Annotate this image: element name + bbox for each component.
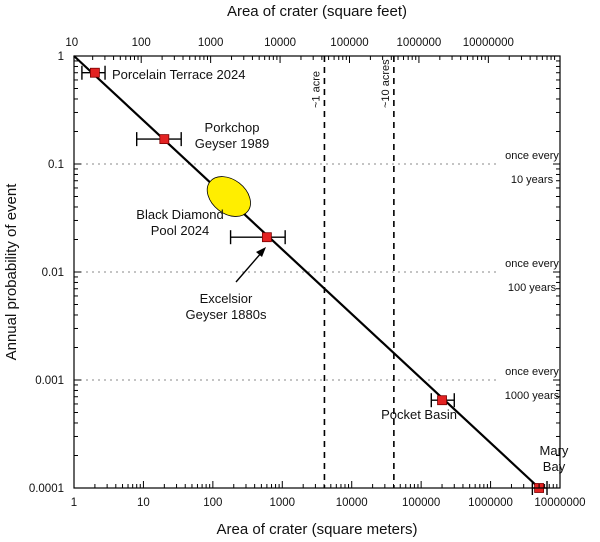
label-black-diamond-pool: Black Diamond Pool 2024 — [136, 207, 223, 238]
bottom-tick-label: 10000000 — [534, 497, 585, 509]
label-porkchop-geyser: Porkchop Geyser 1989 — [195, 120, 269, 151]
y-tick-label: 1 — [58, 51, 64, 63]
reference-label-1: ~1 acre — [310, 71, 322, 108]
grid-lines: once every 10 years once every 100 years onc… — [74, 147, 560, 402]
label-pocket-basin: Pocket Basin — [381, 407, 457, 422]
y-tick-label: 0.001 — [35, 375, 64, 387]
annotations: Porcelain Terrace 2024 Porkchop Geyser 198… — [112, 67, 569, 474]
x-axis-top-title: Area of crater (square feet) — [227, 3, 407, 20]
frequency-label-bg-2 — [500, 255, 558, 291]
excelsior-arrow-head — [256, 247, 266, 257]
frequency-label-1: once every 10 years — [505, 150, 559, 186]
axis-ticks — [73, 56, 561, 489]
top-tick-label: 100 — [132, 37, 151, 49]
top-tick-label: 10000000 — [463, 37, 514, 49]
bottom-tick-label: 100 — [203, 497, 222, 509]
marker-4 — [437, 395, 447, 406]
data-point-2 — [136, 132, 182, 147]
frequency-label-bg-3 — [500, 363, 558, 399]
top-tick-label: 1000 — [198, 37, 224, 49]
trend-line — [73, 55, 540, 489]
bottom-tick-label: 10 — [137, 497, 150, 509]
top-tick-label: 100000 — [330, 37, 368, 49]
y-axis-title: Annual probability of event — [3, 183, 20, 361]
data-point-4 — [430, 393, 455, 408]
frequency-label-bg-1 — [500, 147, 558, 183]
marker-2 — [159, 134, 170, 145]
reference-lines: ~1 acre ~10 acres — [310, 56, 395, 488]
black-diamond-ellipse — [206, 176, 251, 217]
data-point-3 — [229, 230, 286, 245]
trend-line-group — [73, 55, 540, 489]
label-porcelain-terrace: Porcelain Terrace 2024 — [112, 67, 245, 82]
bottom-tick-label: 100000 — [402, 497, 440, 509]
reference-label-2: ~10 acres — [380, 59, 392, 108]
frequency-label-3: once every 1000 years — [505, 366, 560, 402]
excelsior-arrow-shaft — [235, 251, 263, 283]
frequency-label-2: once every 100 years — [505, 258, 559, 294]
y-tick-label: 0.01 — [42, 267, 64, 279]
top-tick-label: 10 — [65, 37, 78, 49]
x-axis-bottom-title: Area of crater (square meters) — [217, 521, 418, 538]
marker-1 — [90, 67, 100, 78]
marker-3 — [261, 232, 272, 243]
bottom-tick-label: 1000000 — [468, 497, 513, 509]
top-tick-label: 10000 — [264, 37, 296, 49]
top-tick-label: 1000000 — [397, 37, 442, 49]
label-mary-bay: Mary Bay — [540, 443, 569, 474]
bottom-tick-label: 10000 — [336, 497, 368, 509]
y-tick-label: 0.1 — [48, 159, 64, 171]
y-tick-label: 0.0001 — [29, 483, 64, 495]
bottom-tick-label: 1 — [71, 497, 77, 509]
data-ellipse-group — [206, 176, 251, 217]
label-excelsior-geyser: Excelsior Geyser 1880s — [186, 291, 267, 322]
data-point-1 — [81, 65, 106, 80]
bottom-tick-label: 1000 — [269, 497, 295, 509]
